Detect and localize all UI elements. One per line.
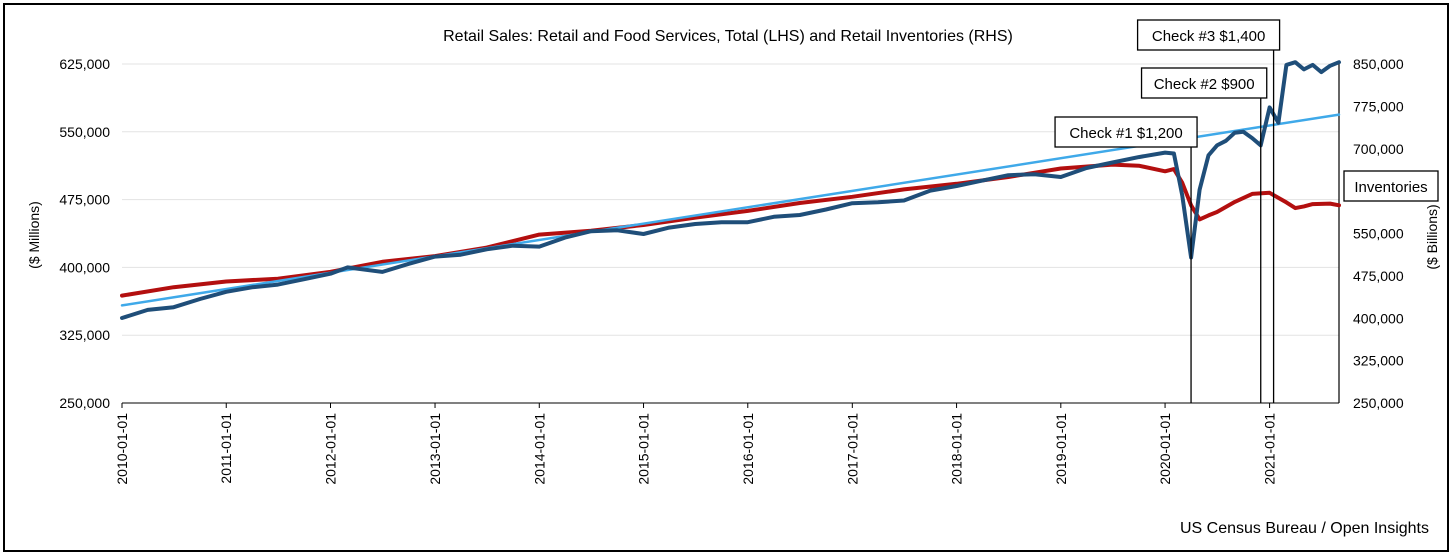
y-right-tick-label: 850,000: [1353, 56, 1404, 72]
annotations-layer: Check #1 $1,200 Check #2 $900 Check #3 $1,…: [1054, 19, 1439, 403]
x-tick-label: 2021-01-01: [1262, 413, 1278, 485]
check-label-text: Check #2 $900: [1154, 76, 1255, 93]
check-label-text: Check #3 $1,400: [1152, 28, 1265, 45]
y-right-tick-label: 550,000: [1353, 226, 1404, 242]
check-label-box: [1140, 67, 1268, 99]
y-left-tick-label: 475,000: [59, 192, 110, 208]
x-tick-label: 2019-01-01: [1053, 413, 1069, 485]
y-right-tick-label: 475,000: [1353, 268, 1404, 284]
y-axis-left-label: ($ Millions): [26, 201, 42, 269]
y-right-tick-label: 325,000: [1353, 353, 1404, 369]
y-right-tick-label: 775,000: [1353, 98, 1404, 114]
x-tick-label: 2015-01-01: [636, 413, 652, 485]
check-label-box: [1054, 116, 1198, 148]
y-left-tick-label: 550,000: [59, 124, 110, 140]
x-tick-label: 2016-01-01: [740, 413, 756, 485]
chart-title: Retail Sales: Retail and Food Services, …: [443, 28, 1013, 45]
x-tick-label: 2013-01-01: [427, 413, 443, 485]
axes: [121, 64, 1340, 408]
source-note: US Census Bureau / Open Insights: [1179, 520, 1429, 537]
check-label-text: Check #1 $1,200: [1069, 125, 1182, 142]
y-right-tick-label: 250,000: [1353, 395, 1404, 411]
legend-box: [1343, 170, 1439, 202]
x-tick-label: 2011-01-01: [218, 413, 234, 484]
x-tick-label: 2020-01-01: [1157, 413, 1173, 485]
grid: [122, 63, 1339, 404]
y-left-tick-label: 625,000: [59, 56, 110, 72]
y-axis-right-label: ($ Billions): [1424, 204, 1440, 269]
y-right-tick-label: 400,000: [1353, 310, 1404, 326]
ticks-layer: 625,000 550,000 475,000 400,000 325,000 250,0…: [59, 56, 1403, 485]
x-tick-label: 2018-01-01: [949, 413, 965, 485]
chart-frame: 625,000 550,000 475,000 400,000 325,000 250,0…: [3, 3, 1449, 552]
check-label-box: [1136, 19, 1281, 51]
y-left-tick-label: 400,000: [59, 259, 110, 275]
x-tick-label: 2017-01-01: [844, 413, 860, 485]
series-line-retail-sales: [120, 60, 1341, 320]
chart-svg: 625,000 550,000 475,000 400,000 325,000 250,0…: [26, 19, 1440, 485]
legend-label: Inventories: [1354, 179, 1427, 196]
series-layer: [120, 60, 1341, 320]
y-left-tick-label: 250,000: [59, 395, 110, 411]
y-left-tick-label: 325,000: [59, 327, 110, 343]
x-tick-label: 2014-01-01: [531, 413, 547, 485]
x-tick-label: 2012-01-01: [322, 413, 338, 485]
x-tick-label: 2010-01-01: [114, 413, 130, 485]
y-right-tick-label: 700,000: [1353, 141, 1404, 157]
